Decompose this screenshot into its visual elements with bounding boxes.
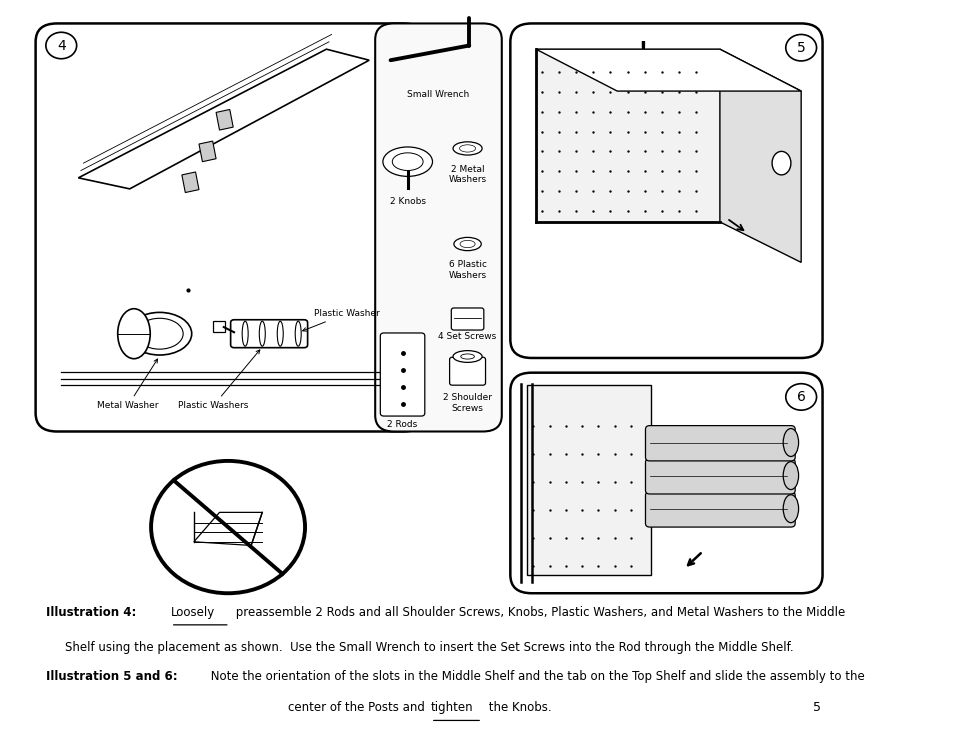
Ellipse shape	[782, 462, 798, 489]
Polygon shape	[536, 49, 801, 91]
Text: Note the orientation of the slots in the Middle Shelf and the tab on the Top She: Note the orientation of the slots in the…	[207, 670, 863, 683]
Ellipse shape	[771, 151, 790, 175]
Text: 5: 5	[796, 41, 804, 55]
Text: 2 Rods: 2 Rods	[387, 421, 417, 430]
Ellipse shape	[242, 321, 248, 346]
Ellipse shape	[459, 145, 475, 152]
Ellipse shape	[782, 494, 798, 523]
Text: 2 Knobs: 2 Knobs	[389, 197, 425, 206]
FancyBboxPatch shape	[645, 459, 795, 494]
FancyBboxPatch shape	[213, 321, 224, 332]
Text: Illustration 4:: Illustration 4:	[46, 606, 136, 618]
FancyBboxPatch shape	[375, 24, 501, 432]
Text: 4: 4	[57, 38, 66, 52]
Ellipse shape	[259, 321, 265, 346]
Text: Shelf using the placement as shown.  Use the Small Wrench to insert the Set Scre: Shelf using the placement as shown. Use …	[65, 641, 793, 654]
Ellipse shape	[459, 241, 475, 248]
Text: 2 Shoulder
Screws: 2 Shoulder Screws	[442, 393, 492, 413]
Text: 5: 5	[812, 701, 820, 714]
Text: center of the Posts and: center of the Posts and	[288, 701, 429, 714]
Text: Metal Washer: Metal Washer	[97, 359, 158, 410]
Text: 6 Plastic
Washers: 6 Plastic Washers	[448, 261, 486, 280]
FancyBboxPatch shape	[451, 308, 483, 330]
FancyBboxPatch shape	[35, 24, 424, 432]
Text: Plastic Washers: Plastic Washers	[178, 350, 259, 410]
Text: Illustration 5 and 6:: Illustration 5 and 6:	[46, 670, 177, 683]
Circle shape	[785, 35, 816, 61]
Ellipse shape	[382, 147, 432, 176]
Text: the Knobs.: the Knobs.	[484, 701, 551, 714]
Ellipse shape	[294, 321, 301, 346]
Text: Small Wrench: Small Wrench	[407, 89, 469, 99]
Polygon shape	[536, 49, 720, 222]
Circle shape	[46, 32, 76, 59]
Ellipse shape	[782, 429, 798, 457]
Text: 2 Metal
Washers: 2 Metal Washers	[448, 165, 486, 184]
Ellipse shape	[117, 308, 150, 359]
FancyBboxPatch shape	[645, 426, 795, 461]
Ellipse shape	[392, 153, 422, 170]
Text: 4 Set Screws: 4 Set Screws	[438, 332, 497, 341]
Text: tighten: tighten	[431, 701, 473, 714]
FancyBboxPatch shape	[510, 373, 821, 593]
Ellipse shape	[453, 142, 481, 155]
FancyBboxPatch shape	[510, 24, 821, 358]
Polygon shape	[720, 49, 801, 263]
Text: Plastic Washer: Plastic Washer	[302, 309, 379, 331]
Ellipse shape	[454, 238, 480, 251]
FancyBboxPatch shape	[231, 320, 307, 348]
Ellipse shape	[453, 351, 481, 362]
Polygon shape	[527, 385, 651, 575]
Polygon shape	[182, 172, 199, 193]
Text: 6: 6	[796, 390, 804, 404]
Ellipse shape	[128, 312, 192, 355]
Ellipse shape	[460, 354, 474, 359]
FancyBboxPatch shape	[380, 333, 424, 416]
Ellipse shape	[136, 318, 183, 349]
Polygon shape	[199, 141, 216, 162]
FancyBboxPatch shape	[645, 492, 795, 527]
Text: Loosely: Loosely	[171, 606, 214, 618]
Polygon shape	[193, 512, 262, 545]
Circle shape	[785, 384, 816, 410]
Ellipse shape	[277, 321, 283, 346]
Text: preassemble 2 Rods and all Shoulder Screws, Knobs, Plastic Washers, and Metal Wa: preassemble 2 Rods and all Shoulder Scre…	[233, 606, 844, 618]
Text: !: !	[638, 40, 647, 58]
FancyBboxPatch shape	[449, 357, 485, 385]
Polygon shape	[216, 109, 233, 130]
